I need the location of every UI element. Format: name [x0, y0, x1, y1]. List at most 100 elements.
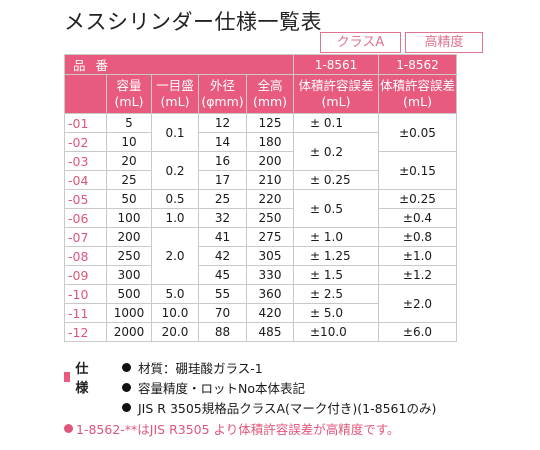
tolerance-a-cell: ± 0.1 — [293, 113, 379, 133]
tolerance-a-header: 体積許容誤差(mL) — [293, 74, 379, 114]
tolerance-b-cell: ±0.8 — [378, 227, 457, 247]
height-cell: 250 — [246, 208, 294, 228]
table-row: -01 5 0.1 12 125 ± 0.1 ±0.05 — [64, 113, 457, 152]
hinban-header: 品番 — [64, 54, 294, 75]
capacity-cell: 1000 — [106, 303, 152, 323]
capacity-cell: 250 — [106, 246, 152, 266]
bullet-icon — [122, 383, 131, 392]
table-row: -08 250 42 305 ± 1.25 ±1.0 — [64, 246, 457, 266]
capacity-cell: 300 — [106, 265, 152, 285]
note-material: 材質：硼珪酸ガラス-1 — [122, 358, 263, 377]
table-row: -09 300 45 330 ± 1.5 ±1.2 — [64, 265, 457, 285]
outer-diameter-cell: 55 — [198, 284, 247, 304]
table-row: -04 25 17 210 ± 0.25 — [64, 170, 457, 190]
outer-diameter-cell: 12 — [198, 113, 247, 133]
note-text: JIS R 3505規格品クラスA(マーク付き)(1-8561のみ) — [138, 401, 437, 416]
capacity-cell: 5 — [106, 113, 152, 133]
table-row: -02 10 14 180 ± 0.2 — [64, 132, 457, 171]
table-row: -11 1000 10.0 70 420 ± 5.0 — [64, 303, 457, 323]
tolerance-b-cell: ±0.15 — [378, 151, 457, 190]
tolerance-b-cell: ±1.0 — [378, 246, 457, 266]
height-cell: 180 — [246, 132, 294, 152]
tolerance-b-cell: ±2.0 — [378, 284, 457, 323]
division-header: 一目盛(mL) — [151, 74, 199, 114]
tolerance-a-cell: ± 0.2 — [293, 132, 379, 171]
product-code: -01 — [64, 113, 107, 133]
table-row: -07 200 2.0 41 275 ± 1.0 ±0.8 — [64, 227, 457, 285]
division-cell: 0.2 — [151, 151, 199, 190]
capacity-cell: 10 — [106, 132, 152, 152]
note-highlight: 1-8562-**はJIS R3505 より体積許容誤差が高精度です。 — [64, 419, 400, 438]
outer-diameter-cell: 42 — [198, 246, 247, 266]
tolerance-a-cell: ± 1.5 — [293, 265, 379, 285]
spec-table-body: -01 5 0.1 12 125 ± 0.1 ±0.05 -02 10 14 180 ± 0.2 -03… — [64, 113, 457, 342]
capacity-cell: 100 — [106, 208, 152, 228]
note-text: 材質：硼珪酸ガラス-1 — [138, 361, 263, 376]
note-marking: 容量精度・ロットNo本体表記 — [122, 378, 305, 397]
table-row: -12 2000 20.0 88 485 ±10.0 ±6.0 — [64, 322, 457, 342]
code-header-blank — [64, 74, 107, 114]
tolerance-b-cell: ±6.0 — [378, 322, 457, 342]
note-text: 容量精度・ロットNo本体表記 — [138, 381, 305, 396]
division-cell: 5.0 — [151, 284, 199, 304]
note-jis: JIS R 3505規格品クラスA(マーク付き)(1-8561のみ) — [122, 398, 436, 417]
notes-heading-text: 仕様 — [75, 362, 89, 396]
product-code: -08 — [64, 246, 107, 266]
class-a-code: 1-8561 — [293, 54, 379, 75]
pink-bullet-icon — [64, 424, 73, 433]
high-precision-code: 1-8562 — [378, 54, 457, 75]
division-cell: 0.5 — [151, 189, 199, 209]
height-cell: 420 — [246, 303, 294, 323]
capacity-cell: 20 — [106, 151, 152, 171]
tolerance-b-cell: ±1.2 — [378, 265, 457, 285]
outer-diameter-cell: 32 — [198, 208, 247, 228]
division-cell: 20.0 — [151, 322, 199, 342]
product-code: -02 — [64, 132, 107, 152]
outer-diameter-header: 外径(φmm) — [198, 74, 247, 114]
capacity-cell: 25 — [106, 170, 152, 190]
capacity-cell: 500 — [106, 284, 152, 304]
table-row: -03 20 0.2 16 200 ±0.15 — [64, 151, 457, 190]
tolerance-a-cell: ± 5.0 — [293, 303, 379, 323]
product-code: -05 — [64, 189, 107, 209]
capacity-header: 容量(mL) — [106, 74, 152, 114]
bullet-icon — [122, 363, 131, 372]
notes-heading: 仕様 — [64, 358, 92, 396]
tolerance-b-cell: ±0.4 — [378, 208, 457, 228]
capacity-cell: 2000 — [106, 322, 152, 342]
capacity-cell: 200 — [106, 227, 152, 247]
outer-diameter-cell: 45 — [198, 265, 247, 285]
product-code: -07 — [64, 227, 107, 247]
tolerance-b-cell: ±0.05 — [378, 113, 457, 152]
product-code: -03 — [64, 151, 107, 171]
outer-diameter-cell: 14 — [198, 132, 247, 152]
height-cell: 330 — [246, 265, 294, 285]
tolerance-b-cell: ±0.25 — [378, 189, 457, 209]
square-bullet-icon — [64, 372, 71, 382]
table-row: -06 100 1.0 32 250 ±0.4 — [64, 208, 457, 228]
height-cell: 220 — [246, 189, 294, 209]
division-cell: 10.0 — [151, 303, 199, 323]
spec-table: 品番 1-8561 1-8562 容量(mL) 一目盛(mL) 外径(φmm) … — [64, 54, 457, 342]
height-cell: 125 — [246, 113, 294, 133]
height-cell: 485 — [246, 322, 294, 342]
capacity-cell: 50 — [106, 189, 152, 209]
division-cell: 1.0 — [151, 208, 199, 228]
height-cell: 305 — [246, 246, 294, 266]
height-cell: 275 — [246, 227, 294, 247]
outer-diameter-cell: 16 — [198, 151, 247, 171]
note-highlight-text: 1-8562-**はJIS R3505 より体積許容誤差が高精度です。 — [76, 422, 400, 437]
tolerance-a-cell: ± 1.0 — [293, 227, 379, 247]
bullet-icon — [122, 403, 131, 412]
tolerance-b-header: 体積許容誤差(mL) — [378, 74, 457, 114]
high-precision-label: 高精度 — [405, 32, 483, 53]
height-cell: 360 — [246, 284, 294, 304]
tolerance-a-cell: ± 2.5 — [293, 284, 379, 304]
tolerance-a-cell: ± 0.5 — [293, 189, 379, 228]
product-code: -04 — [64, 170, 107, 190]
height-header: 全高(mm) — [246, 74, 294, 114]
product-code: -10 — [64, 284, 107, 304]
outer-diameter-cell: 88 — [198, 322, 247, 342]
height-cell: 200 — [246, 151, 294, 171]
division-cell: 0.1 — [151, 113, 199, 152]
